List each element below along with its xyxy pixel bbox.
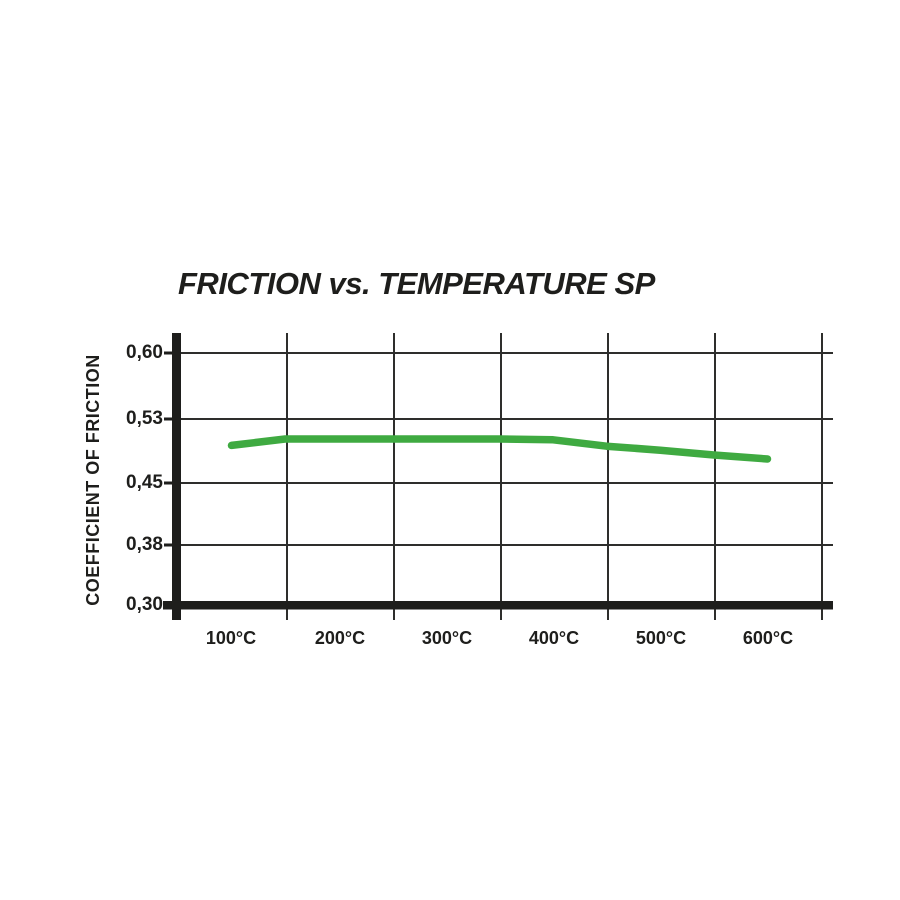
x-tick-label: 300°C — [421, 628, 473, 648]
y-axis-line — [172, 333, 181, 620]
x-tick-label: 400°C — [528, 628, 580, 648]
x-tick-label: 100°C — [205, 628, 257, 648]
y-tick-label: 0,30 — [126, 594, 163, 615]
y-tick-label: 0,60 — [126, 342, 163, 363]
friction-curve — [227, 435, 772, 463]
y-tick-label: 0,45 — [126, 472, 163, 493]
x-tick-label: 600°C — [742, 628, 794, 648]
horizontal-gridlines — [176, 352, 833, 546]
x-axis-line — [163, 601, 833, 610]
y-tick-label: 0,38 — [126, 534, 163, 555]
x-tick-label: 200°C — [314, 628, 366, 648]
chart-title: FRICTION vs. TEMPERATURE SP — [178, 266, 655, 301]
x-tick-label: 500°C — [635, 628, 687, 648]
vertical-gridlines — [286, 333, 823, 620]
y-tick-label: 0,53 — [126, 408, 163, 429]
